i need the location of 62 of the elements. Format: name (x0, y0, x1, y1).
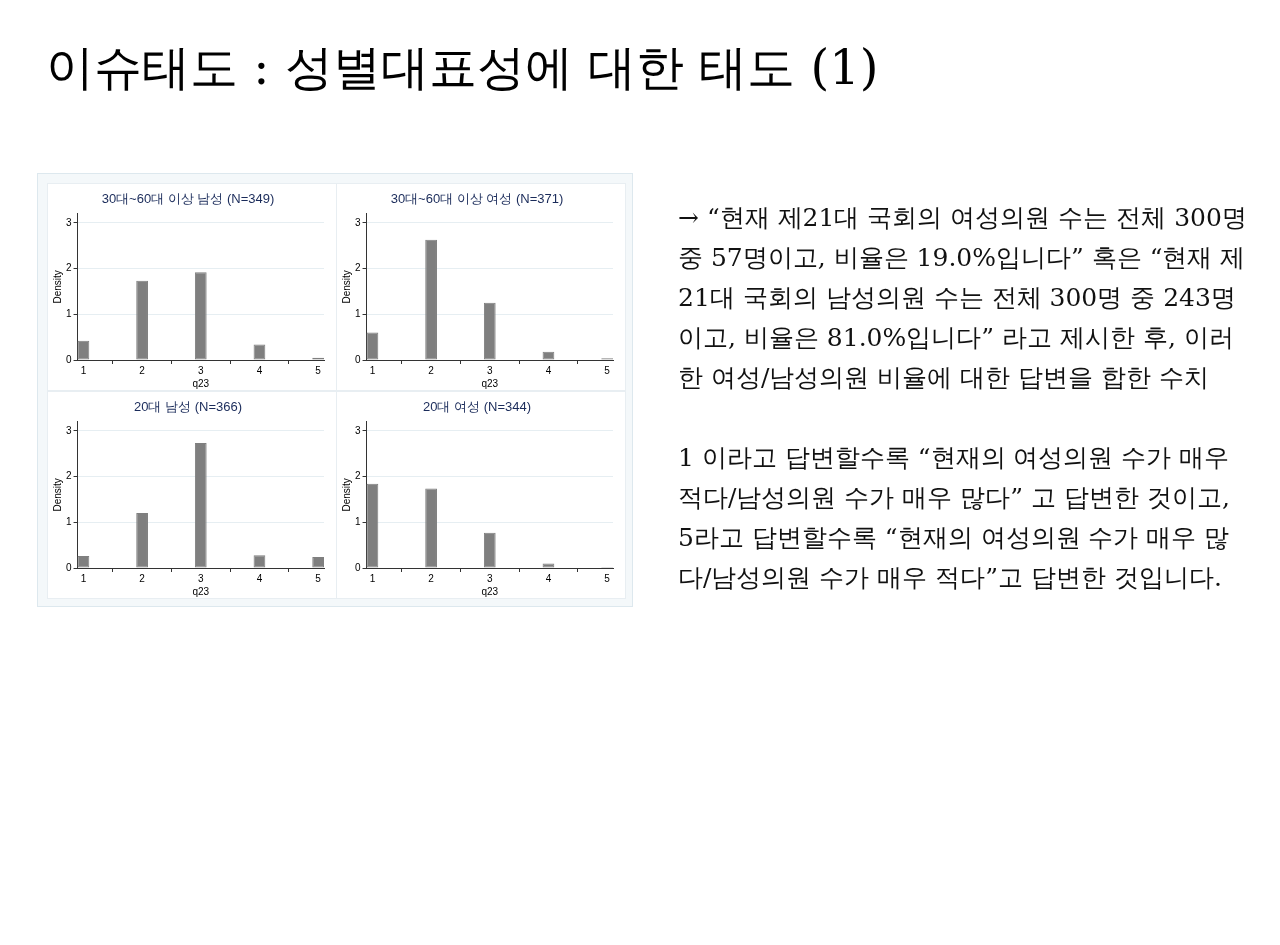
x-tick-label: 1 (369, 364, 376, 376)
y-tick-label: 1 (66, 516, 72, 527)
bar (483, 302, 496, 360)
y-tick-label: 1 (66, 308, 72, 319)
bar (366, 332, 379, 360)
x-tick-label: 3 (198, 364, 204, 376)
x-tick-label: 4 (545, 364, 552, 376)
bar (136, 280, 148, 360)
chart-title: 30대~60대 이상 남성 (N=349) (101, 191, 275, 207)
x-tick-label: 2 (139, 364, 146, 376)
x-tick-label: 4 (545, 572, 552, 584)
chart-title: 20대 여성 (N=344) (422, 399, 532, 415)
x-axis-title: q23 (192, 377, 210, 389)
y-tick-label: 3 (66, 424, 72, 436)
bar (366, 483, 379, 568)
x-axis-title: q23 (481, 377, 499, 389)
x-tick-label: 5 (604, 572, 611, 584)
x-tick-label: 5 (315, 364, 322, 376)
x-axis-title: q23 (192, 585, 210, 597)
y-tick-label: 2 (355, 470, 361, 482)
y-axis-title: Density (51, 270, 63, 304)
x-tick-label: 2 (139, 572, 146, 584)
y-tick-label: 1 (355, 516, 361, 527)
x-tick-label: 1 (80, 572, 87, 584)
bar (194, 272, 207, 360)
chart-title: 30대~60대 이상 여성 (N=371) (390, 191, 564, 207)
x-tick-label: 2 (428, 364, 435, 376)
x-axis-title: q23 (481, 585, 499, 597)
x-tick-label: 3 (198, 572, 204, 584)
y-tick-label: 0 (355, 353, 361, 365)
x-tick-label: 4 (256, 572, 263, 584)
y-axis-title: Density (340, 478, 352, 512)
y-axis-title: Density (51, 478, 63, 512)
x-tick-label: 2 (428, 572, 435, 584)
y-tick-label: 2 (355, 262, 361, 274)
y-tick-label: 0 (66, 561, 72, 573)
y-tick-label: 3 (355, 216, 361, 228)
x-tick-label: 3 (487, 572, 493, 584)
y-axis-title: Density (340, 270, 352, 304)
y-tick-label: 2 (66, 262, 72, 274)
bar (194, 443, 207, 568)
bar (483, 532, 496, 568)
text: → “현재 제21대 국회의 여성의원 수는 전체 300명 중 57명이고, 비율은 19.0%입니다” 혹은 “현재 제21대 국회의 남성의원 수는 전체 300명 중 243명이고, 비율은 81.0%입니다” 라고 제시한 후, 이러한 여성/남성의원 비율에 대한 답변을 합한 수치 (678, 202, 1248, 394)
y-tick-label: 0 (66, 353, 72, 365)
x-tick-label: 5 (604, 364, 611, 376)
x-tick-label: 4 (256, 364, 263, 376)
y-tick-label: 0 (355, 561, 361, 573)
x-tick-label: 5 (315, 572, 322, 584)
bar (542, 563, 555, 568)
text: 1 이라고 답변할수록 “현재의 여성의원 수가 매우 적다/남성의원 수가 매우 많다” 고 답변한 것이고, 5라고 답변할수록 “현재의 여성의원 수가 매우 많다/남성의원 수가 매우 적다”고 답변한 것입니다. (678, 442, 1231, 594)
x-tick-label: 1 (80, 364, 87, 376)
text: 이슈태도 : 성별대표성에 대한 태도 (1) (46, 38, 879, 97)
bar (136, 513, 148, 568)
x-tick-label: 1 (369, 572, 376, 584)
y-tick-label: 3 (66, 216, 72, 228)
x-tick-label: 3 (487, 364, 493, 376)
bar (425, 488, 437, 568)
bar (425, 239, 437, 360)
y-tick-label: 3 (355, 424, 361, 436)
y-tick-label: 1 (355, 308, 361, 319)
y-tick-label: 2 (66, 470, 72, 482)
chart-title: 20대 남성 (N=366) (133, 399, 243, 415)
